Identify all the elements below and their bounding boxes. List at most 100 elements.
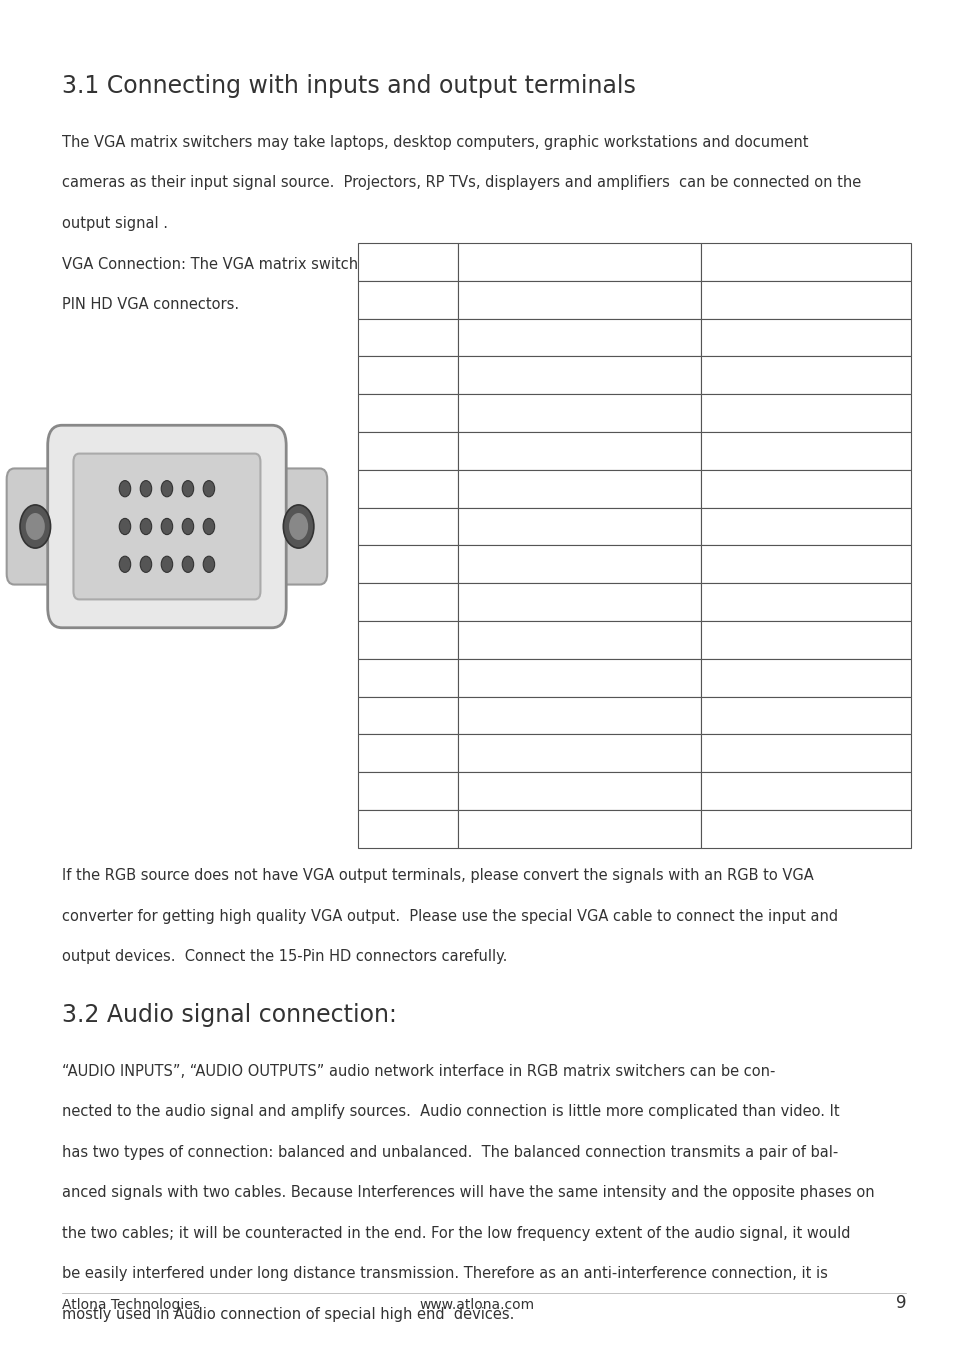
Text: B: B bbox=[575, 369, 583, 382]
Bar bbox=[700, 810, 910, 848]
Circle shape bbox=[203, 481, 214, 497]
Bar bbox=[457, 508, 700, 545]
Text: 5: 5 bbox=[403, 444, 412, 458]
Bar bbox=[700, 621, 910, 659]
Text: 14: 14 bbox=[399, 784, 416, 798]
Text: Cb ground: Cb ground bbox=[771, 558, 840, 571]
Bar bbox=[700, 432, 910, 470]
Text: Not used: Not used bbox=[549, 406, 609, 420]
Text: 2: 2 bbox=[403, 331, 412, 344]
Text: Atlona Technologies: Atlona Technologies bbox=[62, 1299, 200, 1312]
Circle shape bbox=[203, 556, 214, 572]
Circle shape bbox=[203, 518, 214, 535]
FancyBboxPatch shape bbox=[7, 468, 64, 585]
Bar bbox=[700, 356, 910, 394]
Bar bbox=[700, 545, 910, 583]
Bar bbox=[357, 621, 457, 659]
Text: anced signals with two cables. Because Interferences will have the same intensit: anced signals with two cables. Because I… bbox=[62, 1185, 874, 1200]
Bar bbox=[457, 432, 700, 470]
Bar bbox=[357, 583, 457, 621]
Bar bbox=[457, 697, 700, 734]
Circle shape bbox=[161, 481, 172, 497]
Text: 10: 10 bbox=[399, 633, 416, 647]
Text: www.atlona.com: www.atlona.com bbox=[419, 1299, 534, 1312]
Bar bbox=[457, 810, 700, 848]
Circle shape bbox=[161, 556, 172, 572]
Bar bbox=[357, 734, 457, 772]
Bar bbox=[700, 659, 910, 697]
Text: Not used: Not used bbox=[549, 822, 609, 836]
Text: Not used: Not used bbox=[549, 671, 609, 684]
Circle shape bbox=[119, 481, 131, 497]
Text: If the RGB source does not have VGA output terminals, please convert the signals: If the RGB source does not have VGA outp… bbox=[62, 868, 813, 883]
Circle shape bbox=[182, 481, 193, 497]
Circle shape bbox=[182, 518, 193, 535]
Text: 1: 1 bbox=[403, 293, 412, 306]
Bar bbox=[457, 545, 700, 583]
Text: 3.2 Audio signal connection:: 3.2 Audio signal connection: bbox=[62, 1003, 396, 1027]
Bar bbox=[700, 470, 910, 508]
Text: 3.1 Connecting with inputs and output terminals: 3.1 Connecting with inputs and output te… bbox=[62, 74, 636, 99]
Text: G: G bbox=[574, 331, 584, 344]
Text: YcbCr: YcbCr bbox=[786, 255, 824, 269]
Bar bbox=[457, 356, 700, 394]
Circle shape bbox=[140, 556, 152, 572]
Text: Ground: Ground bbox=[555, 444, 603, 458]
Text: H or H/V: H or H/V bbox=[551, 747, 607, 760]
Bar bbox=[700, 734, 910, 772]
Bar bbox=[357, 432, 457, 470]
Bar bbox=[700, 508, 910, 545]
Text: Y ground: Y ground bbox=[776, 520, 835, 533]
Bar bbox=[457, 772, 700, 810]
Bar bbox=[700, 243, 910, 281]
Text: nected to the audio signal and amplify sources.  Audio connection is little more: nected to the audio signal and amplify s… bbox=[62, 1104, 839, 1119]
Text: 8: 8 bbox=[403, 558, 412, 571]
Text: Y: Y bbox=[801, 331, 809, 344]
Text: Cb: Cb bbox=[797, 369, 814, 382]
Bar bbox=[700, 319, 910, 356]
Text: Pin: Pin bbox=[397, 255, 417, 269]
Bar bbox=[457, 394, 700, 432]
Bar bbox=[457, 659, 700, 697]
Circle shape bbox=[119, 518, 131, 535]
FancyBboxPatch shape bbox=[48, 425, 286, 628]
Text: Cr ground: Cr ground bbox=[772, 482, 839, 495]
Circle shape bbox=[161, 518, 172, 535]
Bar bbox=[700, 772, 910, 810]
Text: RGB: RGB bbox=[565, 255, 593, 269]
FancyBboxPatch shape bbox=[73, 454, 260, 599]
Bar bbox=[457, 470, 700, 508]
Bar bbox=[457, 319, 700, 356]
Bar bbox=[357, 319, 457, 356]
Text: R: R bbox=[575, 293, 583, 306]
Bar bbox=[457, 583, 700, 621]
Text: be easily interfered under long distance transmission. Therefore as an anti-inte: be easily interfered under long distance… bbox=[62, 1266, 827, 1281]
Circle shape bbox=[20, 505, 51, 548]
Bar bbox=[700, 281, 910, 319]
Text: 9: 9 bbox=[403, 595, 412, 609]
Bar bbox=[457, 734, 700, 772]
Text: Sync signal ground: Sync signal ground bbox=[516, 633, 642, 647]
FancyBboxPatch shape bbox=[270, 468, 327, 585]
Text: VGA Connection: The VGA matrix switchers support all kinds of the RGB and VGA si: VGA Connection: The VGA matrix switchers… bbox=[62, 256, 832, 271]
Text: Not used: Not used bbox=[549, 709, 609, 722]
Bar bbox=[357, 394, 457, 432]
Text: 15: 15 bbox=[399, 822, 416, 836]
Text: 12: 12 bbox=[399, 709, 416, 722]
Text: “AUDIO INPUTS”, “AUDIO OUTPUTS” audio network interface in RGB matrix switchers : “AUDIO INPUTS”, “AUDIO OUTPUTS” audio ne… bbox=[62, 1064, 775, 1079]
Bar bbox=[357, 697, 457, 734]
Text: output devices.  Connect the 15-Pin HD connectors carefully.: output devices. Connect the 15-Pin HD co… bbox=[62, 949, 507, 964]
Text: 11: 11 bbox=[399, 671, 416, 684]
Circle shape bbox=[283, 505, 314, 548]
Circle shape bbox=[26, 513, 45, 540]
Text: PIN HD VGA connectors.: PIN HD VGA connectors. bbox=[62, 297, 239, 312]
Circle shape bbox=[182, 556, 193, 572]
Bar bbox=[357, 281, 457, 319]
Text: 3: 3 bbox=[403, 369, 412, 382]
Bar bbox=[457, 281, 700, 319]
Bar bbox=[357, 545, 457, 583]
Text: G ground: G ground bbox=[548, 520, 610, 533]
Text: B ground: B ground bbox=[549, 558, 609, 571]
Text: 13: 13 bbox=[399, 747, 416, 760]
Text: 9: 9 bbox=[895, 1295, 905, 1312]
